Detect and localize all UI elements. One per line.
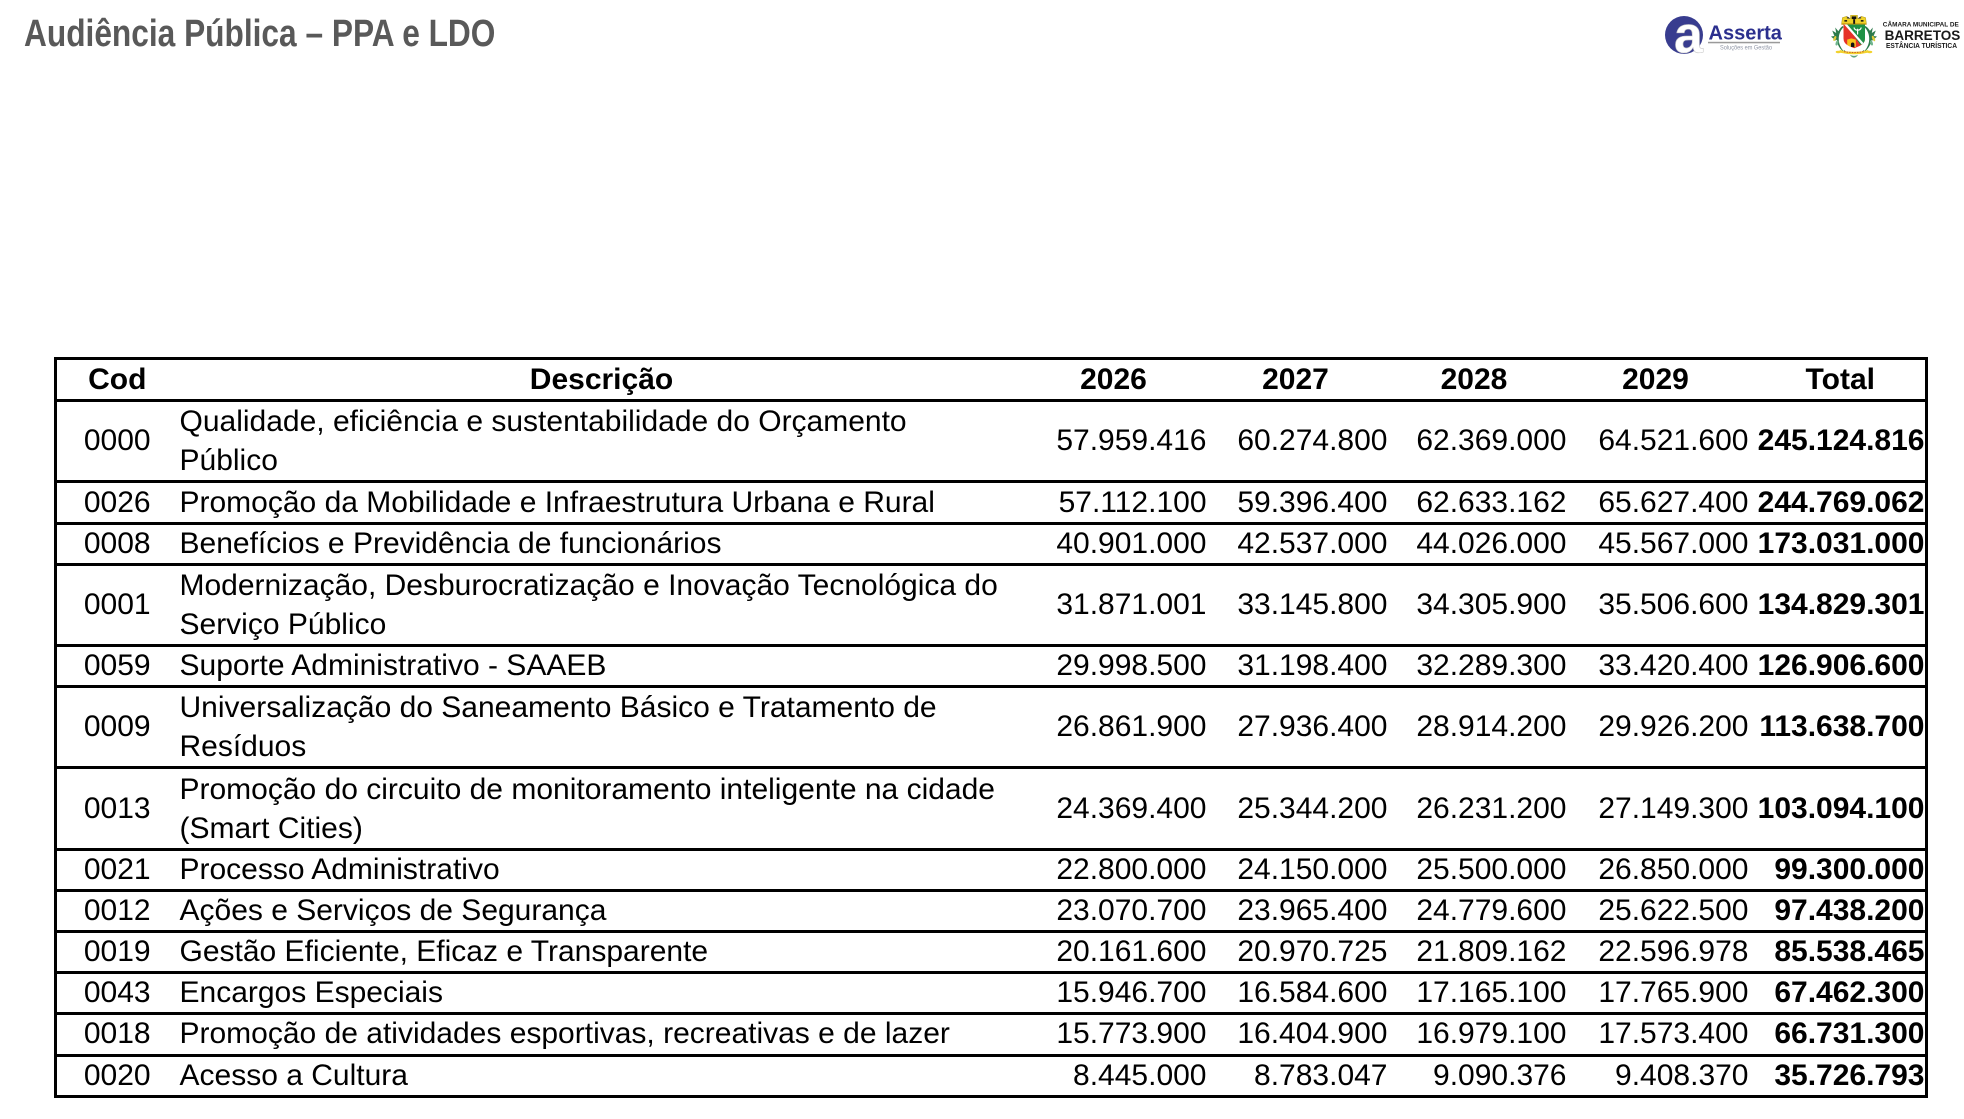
svg-text:Asserta: Asserta (1709, 22, 1783, 44)
svg-text:Soluções em Gestão: Soluções em Gestão (1720, 45, 1772, 52)
svg-text:a: a (1674, 10, 1704, 62)
svg-text:CÂMARA MUNICIPAL DE: CÂMARA MUNICIPAL DE (1883, 20, 1960, 29)
svg-text:ESTÂNCIA TURÍSTICA: ESTÂNCIA TURÍSTICA (1886, 41, 1958, 50)
svg-text:BARRETOS: BARRETOS (1885, 28, 1961, 44)
